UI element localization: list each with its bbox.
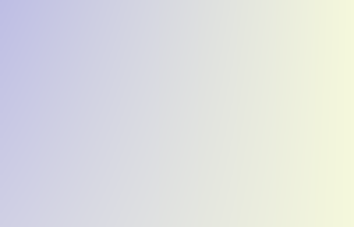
Text: Desserts, 2.3%: Desserts, 2.3%: [29, 76, 97, 85]
Text: Salads, 12.5%: Salads, 12.5%: [161, 204, 225, 213]
Wedge shape: [191, 38, 265, 127]
Wedge shape: [126, 39, 191, 111]
Wedge shape: [125, 111, 191, 178]
Text: Chicken, 10.5%: Chicken, 10.5%: [293, 145, 354, 154]
Text: Pizza, 2.1%: Pizza, 2.1%: [53, 63, 104, 72]
Text: Sandwiches,
6.9%: Sandwiches, 6.9%: [38, 137, 94, 156]
Wedge shape: [191, 111, 238, 180]
Wedge shape: [119, 86, 191, 111]
Text: Hot Foods,
11.0%: Hot Foods, 11.0%: [83, 184, 131, 203]
Wedge shape: [175, 38, 191, 111]
Wedge shape: [118, 96, 191, 113]
Text: Other meat,
5.3%: Other meat, 5.3%: [224, 184, 279, 203]
Wedge shape: [122, 77, 191, 111]
Text: Cold Foods,
3.8%: Cold Foods, 3.8%: [38, 96, 90, 115]
Text: Other, 3.5%: Other, 3.5%: [170, 10, 224, 19]
Wedge shape: [161, 111, 217, 185]
Text: Sliced meat,
28.5%: Sliced meat, 28.5%: [285, 78, 342, 97]
Wedge shape: [191, 111, 263, 168]
Wedge shape: [118, 111, 191, 144]
Text: Cheese, 13.8%: Cheese, 13.8%: [66, 27, 134, 36]
